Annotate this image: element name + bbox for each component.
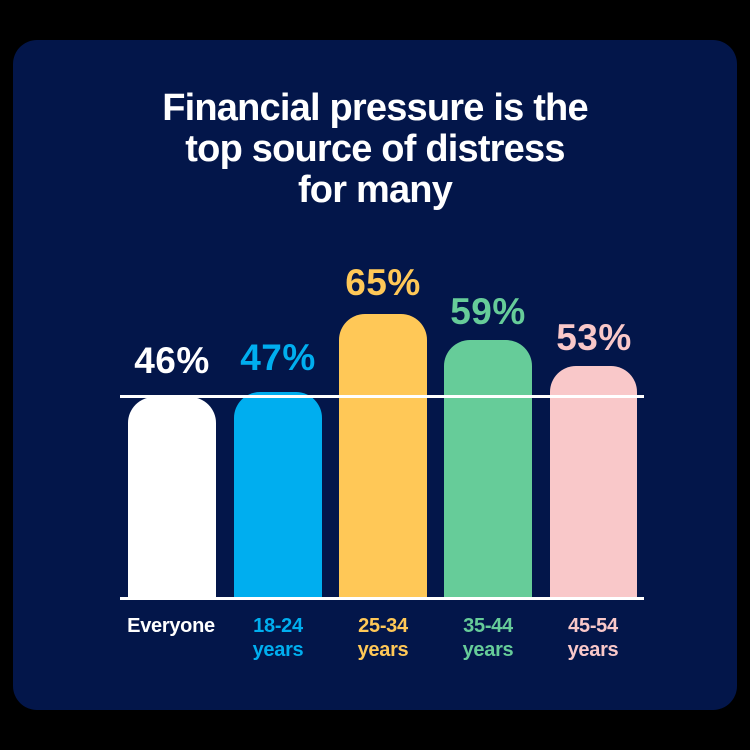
value-label-45-54: 53%: [556, 317, 632, 358]
value-label-35-44: 59%: [450, 291, 526, 332]
bar-everyone: [128, 397, 216, 598]
bar-18-24: [234, 392, 322, 598]
value-label-everyone: 46%: [134, 340, 210, 381]
category-label-25-34: 25-34 years: [357, 615, 409, 661]
category-label-everyone: Everyone: [127, 615, 215, 637]
bar-35-44: [444, 340, 532, 598]
category-label-45-54: 45-54 years: [567, 615, 619, 661]
chart-title: Financial pressure is the top source of …: [0, 88, 750, 211]
category-label-18-24: 18-24 years: [252, 615, 304, 661]
title-line-1: Financial pressure is the: [162, 87, 588, 129]
bar-25-34: [339, 314, 427, 598]
title-line-2: top source of distress: [185, 128, 565, 170]
value-label-25-34: 65%: [345, 262, 421, 303]
bar-45-54: [550, 366, 637, 598]
baseline-axis: [120, 597, 644, 600]
category-label-35-44: 35-44 years: [462, 615, 514, 661]
value-label-18-24: 47%: [240, 337, 316, 378]
title-line-3: for many: [297, 169, 453, 211]
reference-line: [120, 395, 644, 398]
